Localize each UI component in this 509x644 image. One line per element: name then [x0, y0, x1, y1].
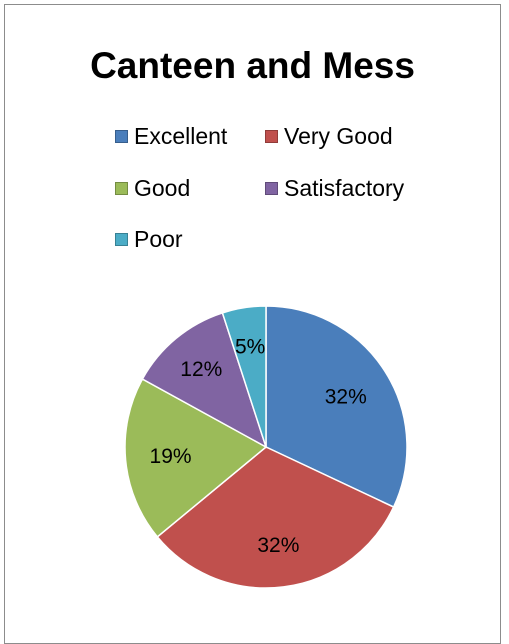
legend-swatch-excellent: [115, 130, 128, 143]
legend-label-excellent: Excellent: [134, 123, 228, 149]
data-label-satisfactory: 12%: [180, 358, 222, 381]
legend-swatch-satisfactory: [265, 182, 278, 195]
pie-slice-poor: [221, 305, 267, 448]
legend-item-satisfactory: Satisfactory: [265, 175, 404, 202]
pie-slice-excellent: [265, 305, 408, 509]
data-label-poor: 5%: [235, 336, 265, 359]
legend-item-poor: Poor: [115, 226, 183, 253]
pie-slice-satisfactory: [141, 311, 268, 449]
legend-item-excellent: Excellent: [115, 123, 227, 150]
data-label-very-good: 32%: [257, 534, 299, 557]
pie-slice-very-good: [156, 446, 395, 589]
legend-item-very-good: Very Good: [265, 123, 393, 150]
legend-label-poor: Poor: [134, 226, 183, 252]
chart-title: Canteen and Mess: [90, 45, 415, 86]
legend-label-very-good: Very Good: [284, 123, 393, 149]
legend-label-good: Good: [134, 175, 191, 201]
legend-label-satisfactory: Satisfactory: [284, 175, 405, 201]
data-label-excellent: 32%: [325, 385, 367, 408]
legend-swatch-poor: [115, 233, 128, 246]
legend-swatch-good: [115, 182, 128, 195]
pie-slice-good: [124, 378, 268, 538]
legend-swatch-very-good: [265, 130, 278, 143]
data-label-good: 19%: [150, 445, 192, 468]
legend-item-good: Good: [115, 175, 190, 202]
